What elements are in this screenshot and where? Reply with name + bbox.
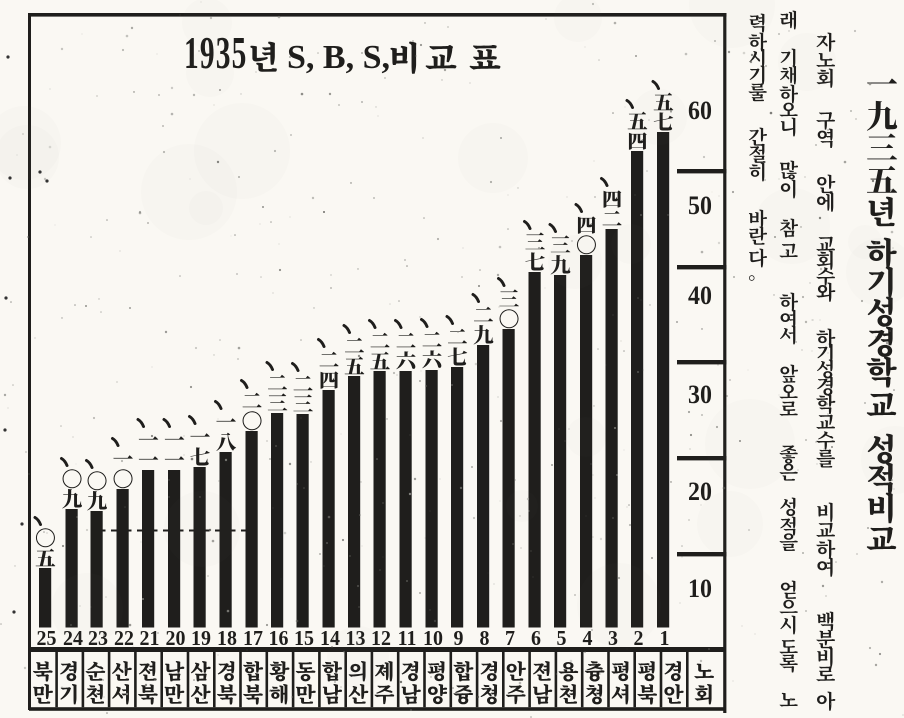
svg-text:19: 19 — [191, 628, 211, 651]
svg-text:1935: 1935 — [184, 29, 247, 79]
svg-text:22: 22 — [114, 628, 134, 651]
svg-text:4: 4 — [583, 628, 593, 651]
svg-text:3: 3 — [608, 628, 618, 651]
svg-text:14: 14 — [320, 628, 340, 651]
svg-text:5: 5 — [557, 628, 567, 651]
svg-text:21: 21 — [140, 628, 160, 651]
svg-text:20: 20 — [166, 628, 186, 651]
svg-text:24: 24 — [63, 628, 83, 651]
svg-text:8: 8 — [480, 628, 490, 651]
svg-text:25: 25 — [37, 628, 57, 651]
svg-text:9: 9 — [454, 628, 464, 651]
svg-text:13: 13 — [346, 628, 366, 651]
svg-text:20: 20 — [688, 478, 712, 506]
svg-text:10: 10 — [688, 575, 712, 603]
svg-text:23: 23 — [88, 628, 108, 651]
svg-text:2: 2 — [634, 628, 644, 651]
svg-text:40: 40 — [688, 282, 712, 310]
svg-text:17: 17 — [243, 628, 263, 651]
svg-text:12: 12 — [371, 628, 391, 651]
svg-text:60: 60 — [688, 97, 712, 125]
svg-text:7: 7 — [505, 628, 515, 651]
svg-text:15: 15 — [294, 628, 314, 651]
svg-text:S, B, S,: S, B, S, — [287, 39, 390, 76]
svg-text:18: 18 — [217, 628, 237, 651]
svg-text:11: 11 — [398, 628, 417, 651]
svg-text:10: 10 — [423, 628, 443, 651]
svg-text:30: 30 — [688, 381, 712, 409]
svg-text:16: 16 — [269, 628, 289, 651]
svg-text:50: 50 — [688, 192, 712, 220]
svg-text:1: 1 — [660, 628, 670, 651]
svg-text:6: 6 — [531, 628, 541, 651]
